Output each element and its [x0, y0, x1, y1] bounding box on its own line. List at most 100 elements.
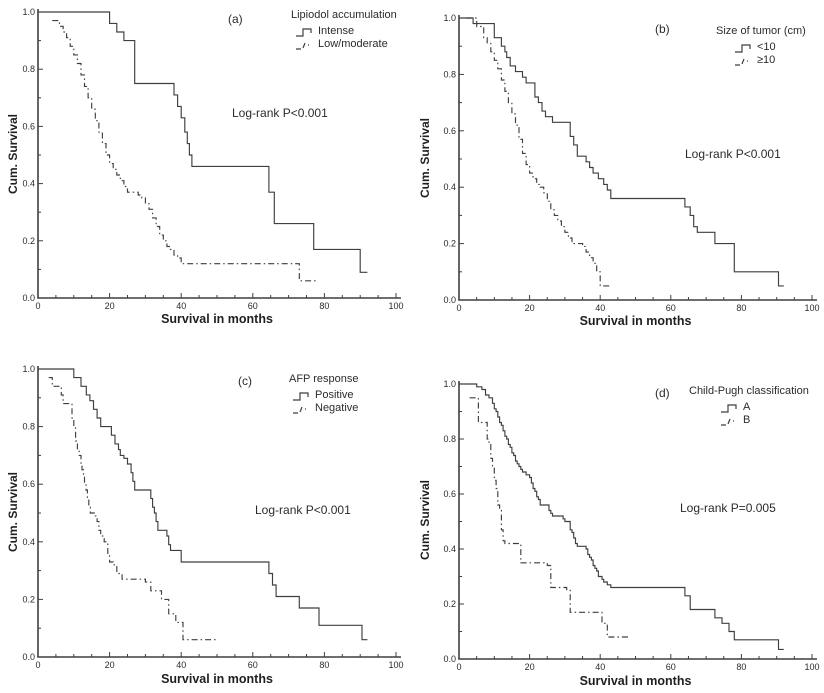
legend-item-label: Intense	[318, 25, 355, 37]
svg-text:0.8: 0.8	[22, 422, 35, 432]
svg-text:1.0: 1.0	[22, 7, 35, 17]
log-rank-annotation: Log-rank P<0.001	[685, 147, 781, 161]
svg-text:1.0: 1.0	[443, 13, 456, 23]
svg-text:40: 40	[176, 660, 186, 670]
svg-text:40: 40	[595, 303, 605, 313]
svg-text:0.2: 0.2	[22, 594, 35, 604]
svg-text:80: 80	[736, 662, 746, 672]
svg-text:0.6: 0.6	[443, 489, 456, 499]
legend: Size of tumor (cm) <10 ≥10	[716, 25, 806, 67]
y-axis-label: Cum. Survival	[6, 471, 20, 553]
svg-text:0.8: 0.8	[22, 64, 35, 74]
legend-item-label: <10	[757, 41, 776, 53]
legend-item-label: ≥10	[757, 54, 776, 66]
solid-step-line-icon	[293, 391, 309, 401]
legend-item-label: Low/moderate	[318, 38, 388, 50]
svg-text:60: 60	[666, 303, 676, 313]
legend: AFP response Positive Negative	[289, 373, 359, 415]
km-panel-d: 0 20 40 60 80 100 0.0 0.2 0.4 0.6 0.8 1.0 Cum. Surv…	[412, 346, 824, 693]
svg-text:0.6: 0.6	[22, 479, 35, 489]
y-axis-label: Cum. Survival	[6, 113, 20, 195]
svg-text:0.2: 0.2	[443, 239, 456, 249]
svg-text:0.4: 0.4	[443, 182, 456, 192]
svg-text:80: 80	[736, 303, 746, 313]
panel-letter: (a)	[228, 12, 243, 26]
legend: Lipiodol accumulation Intense Low/modera…	[291, 9, 397, 51]
svg-text:0: 0	[35, 660, 40, 670]
legend-item: <10	[734, 41, 806, 54]
km-panel-b: 0 20 40 60 80 100 0.0 0.2 0.4 0.6 0.8 1.0 Cum. Surv…	[412, 0, 824, 346]
svg-text:20: 20	[525, 303, 535, 313]
svg-text:0: 0	[456, 662, 461, 672]
svg-text:100: 100	[804, 662, 819, 672]
svg-text:100: 100	[388, 301, 403, 311]
svg-text:0.2: 0.2	[22, 236, 35, 246]
x-axis-label: Survival in months	[579, 314, 692, 328]
solid-step-line-icon	[735, 43, 751, 53]
svg-text:0.8: 0.8	[443, 69, 456, 79]
legend-item: Low/moderate	[295, 38, 397, 51]
svg-text:0.6: 0.6	[443, 126, 456, 136]
legend-item-label: B	[743, 414, 751, 426]
legend-title: Lipiodol accumulation	[291, 9, 397, 21]
legend-title: Size of tumor (cm)	[716, 25, 806, 37]
panel-letter: (c)	[238, 374, 252, 388]
svg-text:1.0: 1.0	[443, 379, 456, 389]
svg-text:0.0: 0.0	[443, 295, 456, 305]
legend-title: AFP response	[289, 373, 359, 385]
legend-item: ≥10	[734, 54, 806, 67]
panel-letter: (b)	[655, 22, 670, 36]
solid-step-line-icon	[721, 403, 737, 413]
svg-text:0: 0	[35, 301, 40, 311]
svg-text:100: 100	[388, 660, 403, 670]
legend-item: Intense	[295, 25, 397, 38]
svg-text:100: 100	[804, 303, 819, 313]
svg-text:0.8: 0.8	[443, 434, 456, 444]
legend-item-label: Positive	[315, 389, 354, 401]
y-axis-label: Cum. Survival	[418, 117, 432, 199]
svg-text:80: 80	[319, 660, 329, 670]
legend-item-label: Negative	[315, 402, 359, 414]
svg-text:40: 40	[595, 662, 605, 672]
svg-text:60: 60	[248, 660, 258, 670]
legend-item-label: A	[743, 401, 751, 413]
legend-item: A	[720, 401, 809, 414]
log-rank-annotation: Log-rank P<0.001	[255, 503, 351, 517]
panel-letter: (d)	[655, 386, 670, 400]
svg-text:0.0: 0.0	[22, 652, 35, 662]
svg-text:0.6: 0.6	[22, 121, 35, 131]
survival-plot-c: 0 20 40 60 80 100 0.0 0.2 0.4 0.6 0.8 1.0	[22, 364, 403, 670]
x-axis-label: Survival in months	[161, 672, 273, 686]
svg-text:20: 20	[525, 662, 535, 672]
x-axis-label: Survival in months	[161, 312, 273, 326]
y-axis-label: Cum. Survival	[418, 479, 432, 561]
solid-step-line-icon	[296, 27, 312, 37]
svg-text:1.0: 1.0	[22, 364, 35, 374]
log-rank-annotation: Log-rank P=0.005	[680, 501, 776, 515]
survival-plot-a: 0 20 40 60 80 100 0.0 0.2 0.4 0.6 0.8 1.0	[22, 7, 403, 311]
svg-text:20: 20	[105, 660, 115, 670]
km-panel-a: 0 20 40 60 80 100 0.0 0.2 0.4 0.6 0.8 1.0 Cum. Surv…	[0, 0, 412, 346]
km-panel-c: 0 20 40 60 80 100 0.0 0.2 0.4 0.6 0.8 1.0 Cum. Surv…	[0, 346, 412, 693]
survival-plot-b: 0 20 40 60 80 100 0.0 0.2 0.4 0.6 0.8 1.0	[443, 13, 819, 313]
svg-text:0.4: 0.4	[22, 179, 35, 189]
legend-item: B	[720, 414, 809, 427]
dash-dot-line-icon	[735, 58, 748, 66]
svg-text:0.4: 0.4	[22, 537, 35, 547]
dash-dot-line-icon	[296, 42, 309, 50]
svg-text:0.2: 0.2	[443, 599, 456, 609]
svg-text:0.4: 0.4	[443, 544, 456, 554]
log-rank-annotation: Log-rank P<0.001	[232, 106, 328, 120]
legend: Child-Pugh classification A B	[689, 385, 809, 427]
legend-title: Child-Pugh classification	[689, 385, 809, 397]
svg-text:40: 40	[176, 301, 186, 311]
svg-text:60: 60	[248, 301, 258, 311]
dash-dot-line-icon	[293, 406, 306, 414]
svg-text:60: 60	[666, 662, 676, 672]
legend-item: Negative	[292, 402, 359, 415]
svg-text:80: 80	[319, 301, 329, 311]
svg-text:0.0: 0.0	[22, 293, 35, 303]
legend-item: Positive	[292, 389, 359, 402]
x-axis-label: Survival in months	[579, 674, 692, 688]
